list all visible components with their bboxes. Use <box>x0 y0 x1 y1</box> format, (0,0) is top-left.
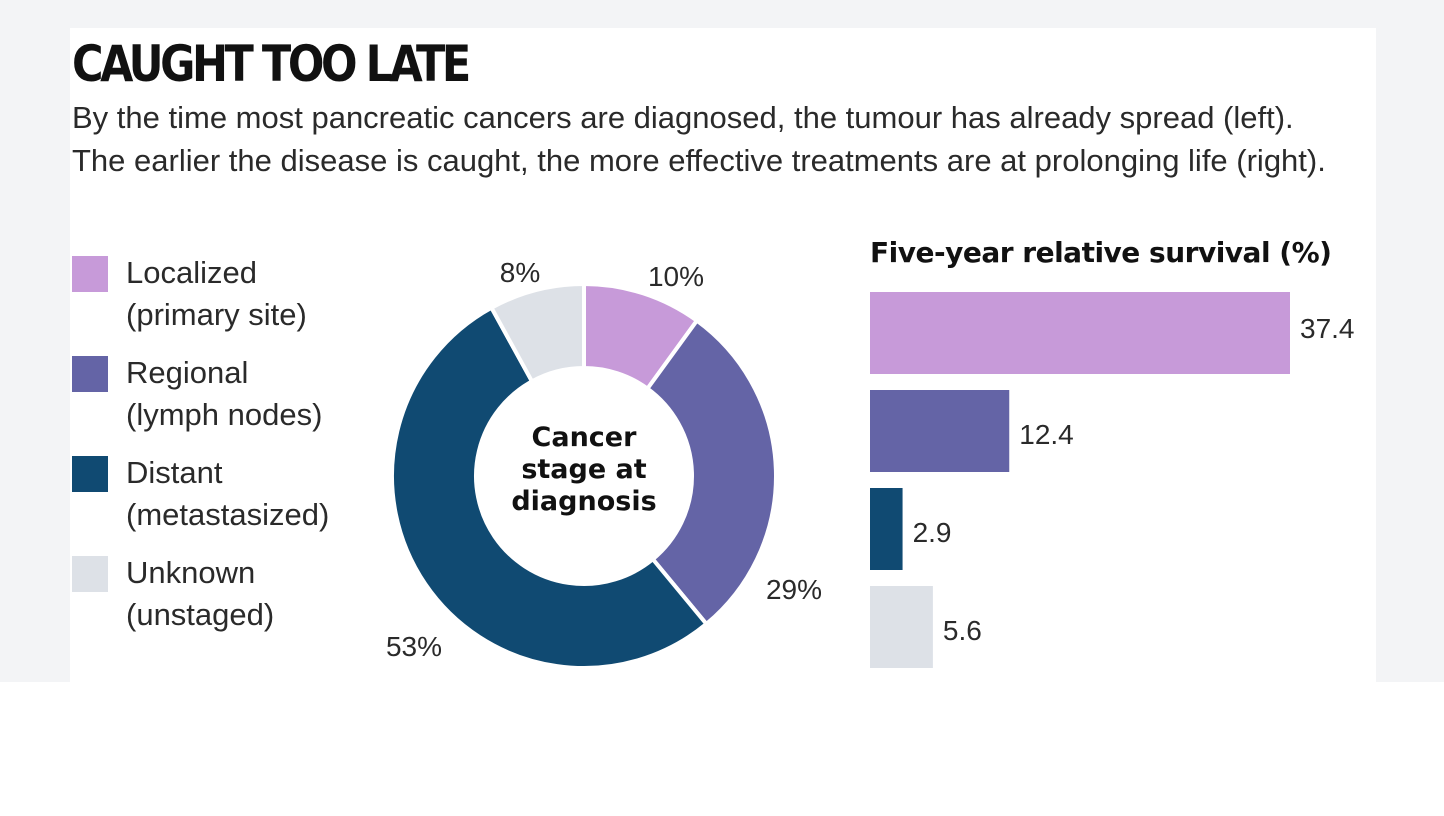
donut-label-regional: 29% <box>766 574 822 605</box>
bar-unknown <box>870 586 933 668</box>
legend-swatch-unknown <box>72 556 108 592</box>
bar-chart-title: Five-year relative survival (%) <box>870 236 1332 269</box>
chart-title: CAUGHT TOO LATE <box>72 35 471 93</box>
chart-subtitle: By the time most pancreatic cancers are … <box>72 100 1326 178</box>
donut-slice-regional <box>644 317 778 627</box>
donut-label-unknown: 8% <box>500 257 540 288</box>
donut-label-localized: 10% <box>648 261 704 292</box>
donut-slice-unknown <box>488 281 586 385</box>
bar-value-localized: 37.4 <box>1300 313 1355 344</box>
bar-regional <box>870 390 1010 472</box>
donut-center-label: stage at <box>521 454 646 485</box>
legend-label-regional: Regional (lymph nodes) <box>126 355 323 432</box>
legend-swatch-regional <box>72 356 108 392</box>
legend-swatch-localized <box>72 256 108 292</box>
donut-center-label: diagnosis <box>511 486 656 517</box>
donut-slice-distant <box>390 305 710 670</box>
bar-chart: 37.4 12.4 2.9 5.6 <box>870 292 1355 668</box>
bar-value-regional: 12.4 <box>1019 419 1074 450</box>
bar-localized <box>870 292 1290 374</box>
right-background <box>1376 28 1444 682</box>
left-background <box>0 28 70 682</box>
bar-value-distant: 2.9 <box>913 517 952 548</box>
legend-label-distant: Distant (metastasized) <box>126 455 330 532</box>
legend-label-unknown: Unknown (unstaged) <box>126 555 275 632</box>
bar-value-unknown: 5.6 <box>943 615 982 646</box>
legend-swatch-distant <box>72 456 108 492</box>
bar-distant <box>870 488 903 570</box>
legend-label-localized: Localized (primary site) <box>126 255 307 332</box>
donut-label-distant: 53% <box>386 631 442 662</box>
top-background <box>0 0 1444 28</box>
donut-center-label: Cancer <box>532 422 638 453</box>
